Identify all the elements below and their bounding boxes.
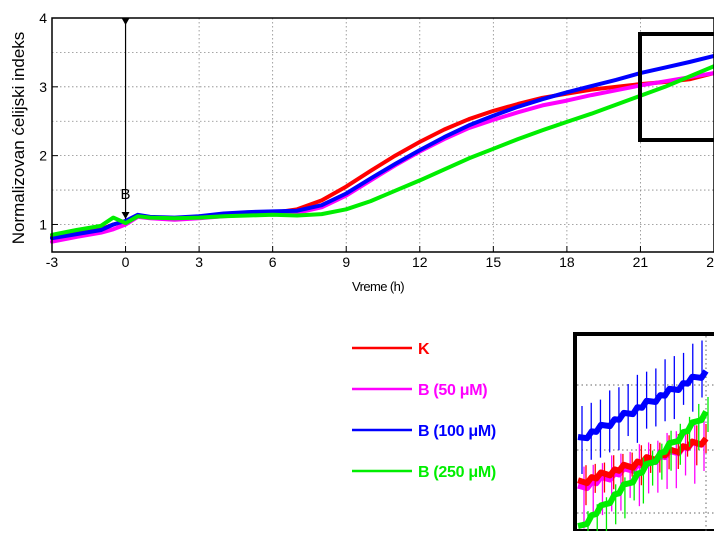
plot-series-group [50,53,714,244]
series-line [50,71,714,239]
y-tick-label: 1 [39,216,47,232]
annotation-marker: B [121,18,131,219]
legend-label: B (50 μM) [418,382,487,399]
legend-label: B (100 μM) [418,423,496,440]
x-tick-label: 0 [122,254,130,270]
annotation-arrowhead [121,211,130,219]
x-tick-label: 6 [269,254,277,270]
legend-label: B (250 μM) [418,464,496,481]
y-tick-label: 4 [39,10,47,26]
plot-frame [51,17,714,253]
annotation-top-arrow [121,18,130,25]
plot-ticks: -3036912151821241234 [39,10,714,270]
inset-series-line [577,436,709,487]
x-tick-label: 24 [706,254,714,270]
y-tick-label: 3 [39,79,47,95]
x-tick-label: 3 [195,254,203,270]
legend: K B (50 μM) B (100 μM) B (250 μM) [352,341,496,481]
annotation-label: B [121,186,131,203]
x-tick-label: 18 [559,254,575,270]
y-axis-label: Normalizovan ćelijski indeks [9,32,28,245]
zoom-region-box [638,32,714,142]
series-line [50,53,714,241]
x-tick-label: 9 [342,254,350,270]
inset-series-line [577,410,709,530]
inset-series-line [577,369,709,442]
y-tick-label: 2 [39,148,47,164]
series-line [50,64,714,237]
x-tick-label: 21 [633,254,649,270]
inset-chart [573,332,714,536]
x-tick-label: 12 [412,254,428,270]
x-tick-label: -3 [46,254,59,270]
legend-label: K [418,341,430,358]
x-axis-label: Vreme (h) [352,279,404,294]
x-tick-label: 15 [486,254,502,270]
